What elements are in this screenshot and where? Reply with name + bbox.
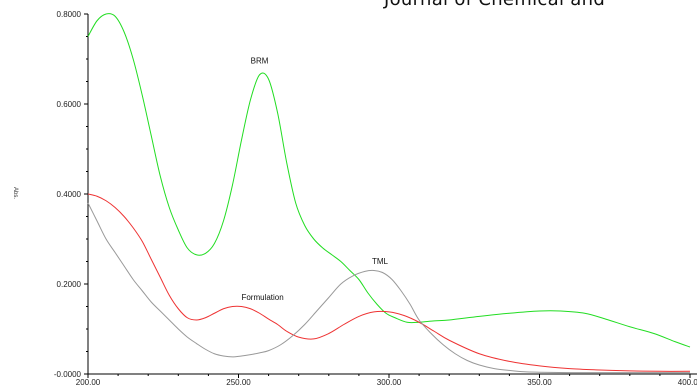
x-tick-label: 250.00 [226, 378, 251, 387]
series-line-formulation [87, 193, 691, 372]
x-axis-ticks: 200.00 250.00 300.00 350.00 400.00 [76, 374, 697, 387]
annotation-brm: BRM [251, 57, 269, 66]
chart-axes [87, 14, 697, 375]
series-line-brm [87, 13, 691, 348]
annotation-tml: TML [372, 257, 389, 266]
y-axis-ticks: -0.0000 0.2000 0.4000 0.6000 0.8000 [54, 10, 88, 379]
curve-annotations: BRM TML Formulation [241, 57, 388, 302]
annotation-formulation: Formulation [241, 293, 283, 302]
y-tick-label: 0.8000 [57, 10, 82, 19]
x-tick-label: 300.00 [377, 378, 402, 387]
spectrum-curves [87, 13, 691, 374]
x-tick-label: 400.00 [678, 378, 697, 387]
x-tick-label: 200.00 [76, 378, 101, 387]
x-tick-label: 350.00 [527, 378, 552, 387]
journal-header-text: Journal of Chemical and [384, 0, 605, 10]
y-tick-label: 0.6000 [57, 100, 82, 109]
y-tick-label: -0.0000 [54, 370, 82, 379]
series-line-tml [87, 202, 690, 374]
y-tick-label: 0.2000 [57, 280, 82, 289]
y-tick-label: 0.4000 [57, 190, 82, 199]
y-axis-label: Abs. [12, 187, 18, 199]
